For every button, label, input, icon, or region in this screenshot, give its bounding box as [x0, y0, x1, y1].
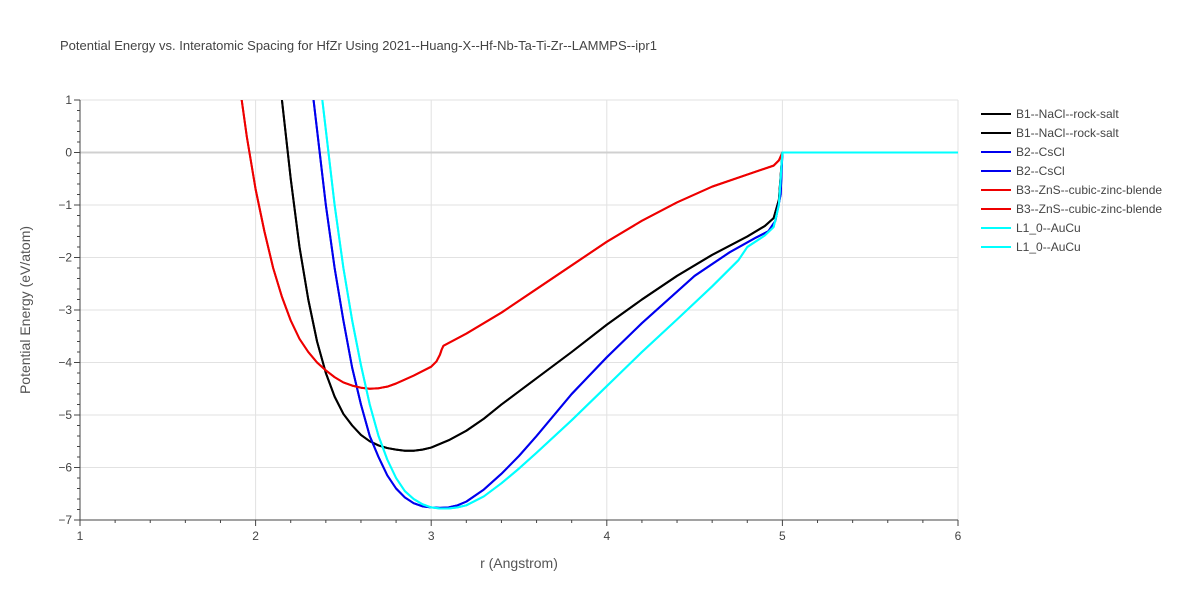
legend-item[interactable]: B1--NaCl--rock-salt	[981, 126, 1119, 140]
legend-item[interactable]: L1_0--AuCu	[981, 221, 1081, 235]
x-tick-label: 2	[252, 529, 259, 543]
legend[interactable]: B1--NaCl--rock-salt B1--NaCl--rock-salt B2…	[981, 107, 1162, 254]
series-layer	[240, 100, 958, 510]
chart-title: Potential Energy vs. Interatomic Spacing…	[60, 38, 657, 53]
legend-item[interactable]: L1_0--AuCu	[981, 240, 1081, 254]
series-line-3	[312, 100, 958, 509]
y-tick-label: −7	[58, 513, 72, 527]
axes	[74, 99, 959, 526]
legend-label: B2--CsCl	[1016, 145, 1065, 159]
x-tick-label: 5	[779, 529, 786, 543]
x-tick-label: 1	[77, 529, 84, 543]
y-tick-label: −4	[58, 356, 72, 370]
series-line-7	[321, 100, 958, 510]
series-line-4	[240, 100, 958, 390]
x-tick-label: 4	[603, 529, 610, 543]
y-tick-label: −3	[58, 303, 72, 317]
y-tick-label: 0	[65, 146, 72, 160]
legend-label: B2--CsCl	[1016, 164, 1065, 178]
tick-labels: 1 2 3 4 5 6 1 0 −1 −2 −3 −4 −5 −6 −7	[58, 93, 961, 543]
x-tick-label: 3	[428, 529, 435, 543]
legend-item[interactable]: B2--CsCl	[981, 164, 1065, 178]
legend-label: B3--ZnS--cubic-zinc-blende	[1016, 202, 1162, 216]
y-tick-label: −1	[58, 198, 72, 212]
legend-item[interactable]: B3--ZnS--cubic-zinc-blende	[981, 202, 1162, 216]
series-line-6	[321, 100, 958, 510]
series-line-2	[312, 100, 958, 509]
legend-label: B3--ZnS--cubic-zinc-blende	[1016, 183, 1162, 197]
y-tick-label: −2	[58, 251, 72, 265]
legend-label: L1_0--AuCu	[1016, 240, 1081, 254]
series-line-5	[240, 100, 958, 390]
legend-item[interactable]: B2--CsCl	[981, 145, 1065, 159]
legend-item[interactable]: B3--ZnS--cubic-zinc-blende	[981, 183, 1162, 197]
legend-label: L1_0--AuCu	[1016, 221, 1081, 235]
y-tick-label: 1	[65, 93, 72, 107]
legend-label: B1--NaCl--rock-salt	[1016, 126, 1119, 140]
x-tick-label: 6	[955, 529, 962, 543]
y-axis-title: Potential Energy (eV/atom)	[17, 226, 33, 394]
series-line-1	[280, 100, 958, 452]
legend-item[interactable]: B1--NaCl--rock-salt	[981, 107, 1119, 121]
y-tick-label: −5	[58, 408, 72, 422]
y-tick-label: −6	[58, 461, 72, 475]
legend-label: B1--NaCl--rock-salt	[1016, 107, 1119, 121]
x-axis-title: r (Angstrom)	[480, 555, 558, 571]
